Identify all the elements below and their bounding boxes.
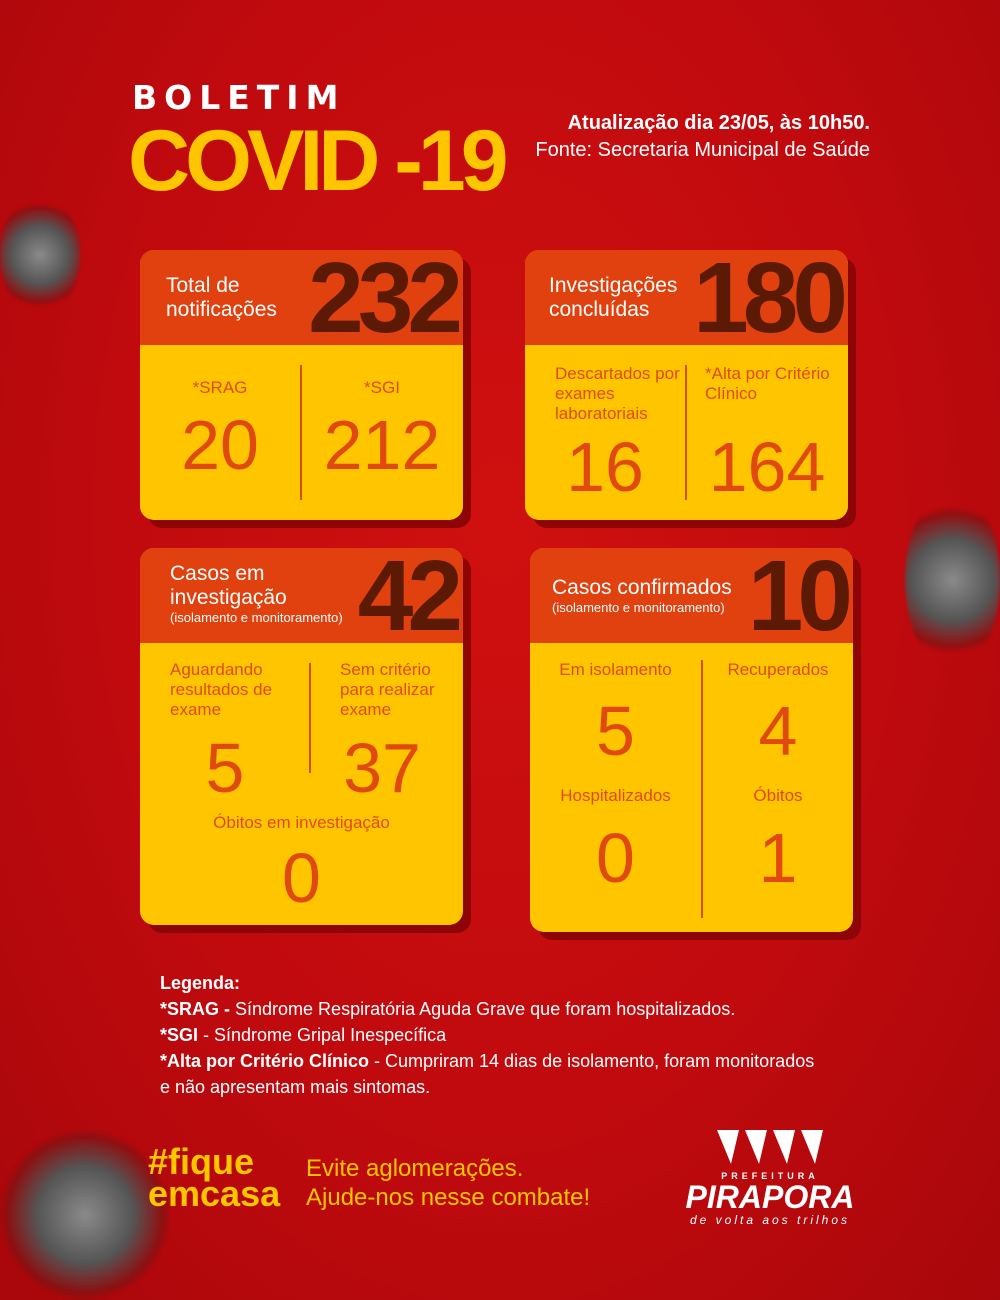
card-em-investigacao: Casos em investigação (isolamento e monito…: [140, 548, 463, 925]
virus-decoration-icon: [0, 195, 80, 315]
card-confirmados: Casos confirmados (isolamento e monitoram…: [530, 548, 853, 932]
isolamento-value: 5: [596, 692, 635, 770]
legend-term: *SGI: [160, 1025, 199, 1045]
sem-criterio-value: 37: [343, 729, 421, 807]
sem-criterio-label: Sem critério para realizar exame: [340, 660, 435, 719]
card-header: [525, 250, 848, 345]
legend-title: Legenda:: [160, 973, 241, 993]
legend-text: - Cumpriram 14 dias de isolamento, foram…: [369, 1051, 815, 1071]
card-notificacoes: Total de notificações 232 *SRAG 20 *SGI 2…: [140, 250, 463, 520]
aguardando-value: 5: [205, 729, 245, 807]
pre-title: BOLETIM: [132, 78, 346, 117]
aguardando-label: Aguardando resultados de exame: [170, 660, 273, 719]
logo-mark-icon: [717, 1130, 823, 1164]
update-date: Atualização dia 23/05, às 10h50.: [567, 112, 870, 134]
recuperados-value: 4: [758, 692, 798, 770]
card-title: Casos em investigação (isolamento e monito…: [170, 562, 343, 625]
hospitalizados-label: Hospitalizados: [560, 786, 671, 805]
card-header: [530, 548, 853, 643]
card-title: Casos confirmados (isolamento e monitoram…: [552, 576, 732, 615]
obitos-investigacao-label: Óbitos em investigação: [213, 813, 390, 832]
obitos-label: Óbitos: [753, 786, 803, 805]
legend-text: - Síndrome Gripal Inespecífica: [198, 1025, 447, 1045]
card-header: [140, 250, 463, 345]
obitos-investigacao-value: 0: [282, 839, 321, 917]
source: Fonte: Secretaria Municipal de Saúde: [535, 139, 870, 161]
descartados-value: 16: [566, 428, 644, 506]
isolamento-label: Em isolamento: [559, 660, 672, 679]
virus-decoration-icon: [905, 490, 1000, 670]
srag-value: 20: [181, 406, 259, 484]
legend-term: *Alta por Critério Clínico: [160, 1051, 370, 1071]
descartados-label: Descartados por exames laboratoriais: [555, 364, 680, 423]
legend-text: Síndrome Respiratória Aguda Grave que fo…: [230, 999, 736, 1019]
hashtag: #fique emcasa: [148, 1141, 281, 1214]
sgi-value: 212: [323, 406, 441, 484]
alta-value: 164: [708, 428, 826, 506]
legend: Legenda: *SRAG - Síndrome Respiratória A…: [160, 970, 980, 1100]
update-info: Atualização dia 23/05, às 10h50. Fonte: …: [515, 110, 870, 164]
card-total: 42: [357, 548, 463, 652]
alta-label: *Alta por Critério Clínico: [705, 364, 830, 403]
card-investigacoes: Investigações concluídas 180 Descartados …: [525, 250, 848, 520]
virus-decoration-icon: [0, 1130, 170, 1300]
hospitalizados-value: 0: [596, 819, 635, 897]
card-title: Total de notificações: [166, 274, 277, 321]
card-total: 232: [308, 250, 463, 354]
slogan: Evite aglomerações. Ajude-nos nesse comba…: [306, 1155, 591, 1211]
recuperados-label: Recuperados: [727, 660, 829, 679]
card-total: 10: [747, 548, 853, 652]
obitos-value: 1: [758, 819, 798, 897]
card-total: 180: [693, 250, 848, 354]
page-title: COVID -19: [128, 113, 509, 209]
card-title: Investigações concluídas: [549, 274, 678, 321]
srag-label: *SRAG: [192, 378, 248, 397]
pirapora-logo: PREFEITURA PIRAPORA de volta aos trilhos: [680, 1128, 860, 1227]
legend-text: e não apresentam mais sintomas.: [160, 1077, 431, 1097]
card-header: [140, 548, 463, 643]
legend-term: *SRAG -: [160, 999, 231, 1019]
sgi-label: *SGI: [364, 378, 400, 397]
